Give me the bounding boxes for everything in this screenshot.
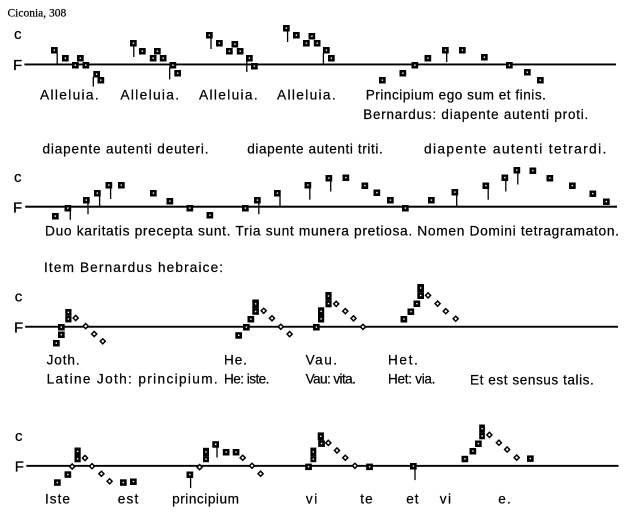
svg-text:te: te bbox=[360, 492, 374, 507]
svg-text:diapente autenti triti.: diapente autenti triti. bbox=[247, 142, 383, 157]
svg-text:Principium ego sum et finis.: Principium ego sum et finis. bbox=[366, 87, 547, 102]
svg-text:principium: principium bbox=[172, 492, 239, 507]
svg-text:Item Bernardus hebraice:: Item Bernardus hebraice: bbox=[44, 260, 224, 275]
svg-text:F: F bbox=[15, 458, 24, 475]
svg-text:vi: vi bbox=[440, 492, 453, 507]
svg-text:et: et bbox=[406, 492, 419, 507]
svg-text:Ciconia, 308: Ciconia, 308 bbox=[8, 8, 67, 20]
svg-text:c: c bbox=[14, 26, 22, 43]
svg-text:Vau: vita.: Vau: vita. bbox=[306, 372, 356, 387]
svg-text:He: iste.: He: iste. bbox=[224, 372, 269, 387]
svg-text:Alleluia.: Alleluia. bbox=[199, 87, 259, 102]
svg-text:Duo karitatis precepta sunt. T: Duo karitatis precepta sunt. Tria sunt m… bbox=[45, 224, 620, 239]
svg-text:diapente autenti deuteri.: diapente autenti deuteri. bbox=[43, 142, 210, 157]
svg-text:Joth.: Joth. bbox=[47, 352, 81, 367]
svg-text:Et est sensus talis.: Et est sensus talis. bbox=[470, 373, 594, 388]
svg-text:Alleluia.: Alleluia. bbox=[277, 87, 337, 102]
svg-text:He.: He. bbox=[224, 352, 248, 367]
svg-text:Latine Joth: principium.: Latine Joth: principium. bbox=[47, 372, 219, 387]
svg-text:Iste: Iste bbox=[45, 492, 71, 507]
svg-text:c: c bbox=[15, 428, 23, 445]
svg-text:F: F bbox=[13, 57, 22, 74]
svg-text:F: F bbox=[14, 320, 23, 337]
svg-text:Het: via.: Het: via. bbox=[388, 372, 435, 387]
svg-text:Het.: Het. bbox=[388, 352, 419, 367]
svg-text:Bernardus: diapente autenti pr: Bernardus: diapente autenti proti. bbox=[363, 107, 589, 122]
svg-text:Alleluia.: Alleluia. bbox=[120, 87, 180, 102]
svg-text:diapente autenti tetrardi.: diapente autenti tetrardi. bbox=[424, 142, 608, 157]
svg-text:Alleluia.: Alleluia. bbox=[40, 87, 100, 102]
svg-text:vi: vi bbox=[306, 492, 319, 507]
svg-text:c: c bbox=[14, 169, 22, 186]
svg-text:F: F bbox=[13, 200, 22, 217]
svg-text:e.: e. bbox=[498, 492, 512, 507]
svg-text:est: est bbox=[118, 492, 140, 507]
svg-text:c: c bbox=[15, 289, 23, 306]
svg-text:Vau.: Vau. bbox=[306, 352, 339, 367]
